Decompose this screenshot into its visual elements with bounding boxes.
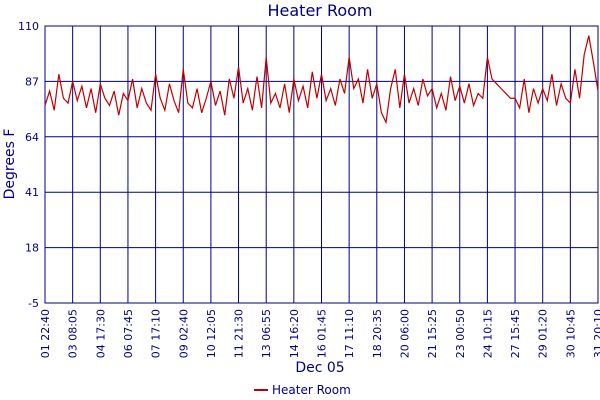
y-tick-label: 41 xyxy=(25,186,39,199)
x-tick-label: 29 01:20 xyxy=(537,309,550,358)
x-tick-label: 09 02:40 xyxy=(177,309,190,358)
x-tick-label: 16 01:45 xyxy=(316,309,329,358)
y-tick-label: -5 xyxy=(28,297,39,310)
x-tick-label: 11 21:30 xyxy=(233,309,246,358)
x-tick-label: 24 10:15 xyxy=(481,309,494,358)
x-tick-label: 30 10:45 xyxy=(564,309,577,358)
series-line xyxy=(44,35,599,125)
x-tick-label: 21 15:25 xyxy=(426,309,439,358)
x-tick-label: 03 08:05 xyxy=(67,309,80,358)
chart-title: Heater Room xyxy=(267,1,372,20)
y-tick-label: 110 xyxy=(18,20,39,33)
x-tick-label: 18 20:35 xyxy=(371,309,384,358)
y-tick-label: 87 xyxy=(25,75,39,88)
x-tick-label: 23 00:50 xyxy=(454,309,467,358)
x-tick-label: 13 06:55 xyxy=(260,309,273,358)
x-axis-label: Dec 05 xyxy=(295,360,344,376)
x-tick-label: 01 22:40 xyxy=(39,309,52,358)
x-tick-label: 06 07:45 xyxy=(122,309,135,358)
x-tick-label: 10 12:05 xyxy=(205,309,218,358)
legend-label: Heater Room xyxy=(272,383,351,397)
x-tick-label: 31 20:10 xyxy=(592,309,600,358)
y-axis-label: Degrees F xyxy=(2,129,18,200)
x-tick-label: 07 17:10 xyxy=(150,309,163,358)
x-tick-label: 27 15:45 xyxy=(509,309,522,358)
x-tick-label: 04 17:30 xyxy=(94,309,107,358)
x-tick-label: 14 16:20 xyxy=(288,309,301,358)
x-tick-label: 17 11:10 xyxy=(343,309,356,358)
x-tick-label: 20 06:00 xyxy=(398,309,411,358)
y-tick-label: 18 xyxy=(25,242,39,255)
y-tick-label: 64 xyxy=(25,131,39,144)
